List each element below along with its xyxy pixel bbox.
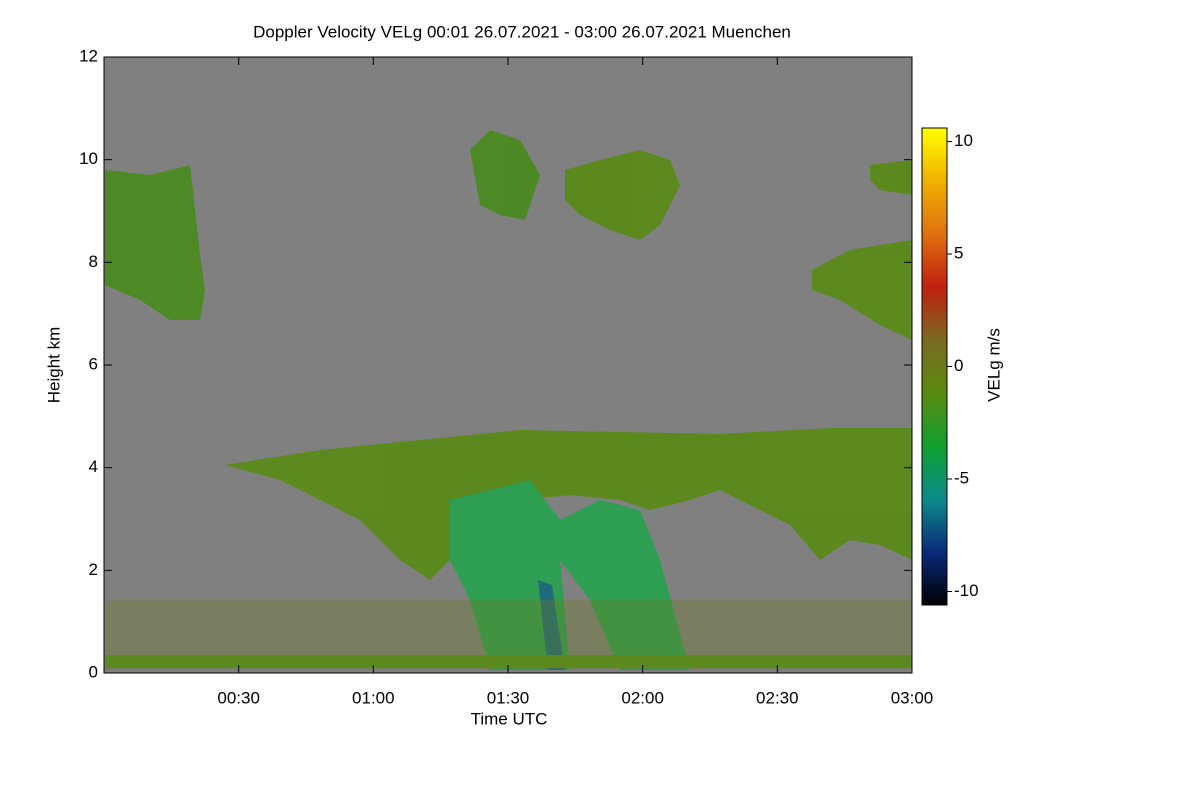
- colorbar-label: VELg m/s: [984, 328, 1003, 402]
- y-tick-label: 8: [89, 252, 98, 271]
- radar-echoes: [105, 130, 912, 670]
- y-tick-label: 12: [79, 46, 98, 65]
- colorbar-tick-label: 0: [954, 356, 963, 375]
- colorbar-tick-label: 5: [954, 243, 963, 262]
- y-axis-label: Height km: [44, 327, 63, 404]
- y-tick-label: 4: [89, 457, 98, 476]
- x-tick-label: 01:30: [487, 688, 530, 707]
- x-tick-label: 02:30: [756, 688, 799, 707]
- colorbar-tick-label: 10: [954, 131, 973, 150]
- y-tick-label: 2: [89, 560, 98, 579]
- y-tick-label: 0: [89, 662, 98, 681]
- x-tick-label: 02:00: [621, 688, 664, 707]
- colorbar: [921, 127, 948, 606]
- colorbar-tick-label: -5: [954, 468, 969, 487]
- x-tick-label: 00:30: [217, 688, 260, 707]
- x-tick-label: 03:00: [891, 688, 934, 707]
- chart-title: Doppler Velocity VELg 00:01 26.07.2021 -…: [253, 22, 791, 41]
- colorbar-tick-label: -10: [954, 581, 979, 600]
- y-tick-label: 10: [79, 149, 98, 168]
- y-tick-label: 6: [89, 354, 98, 373]
- x-axis-label: Time UTC: [471, 709, 548, 728]
- x-tick-label: 01:00: [352, 688, 395, 707]
